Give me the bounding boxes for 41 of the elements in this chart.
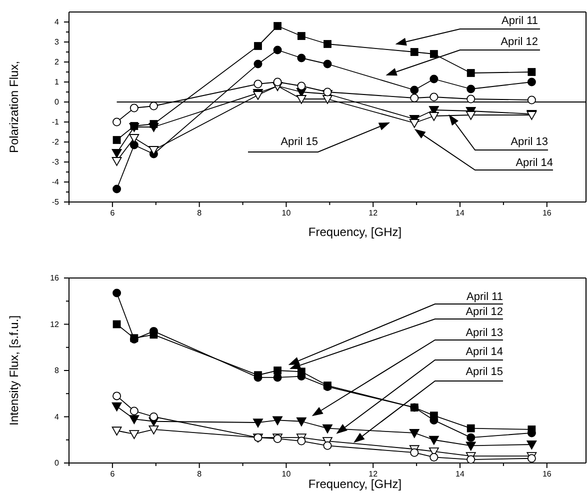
text: April 15 <box>466 366 503 378</box>
x-axis-title: Frequency, [GHz] <box>308 477 402 491</box>
x-axis-title: Frequency, [GHz] <box>308 225 402 239</box>
y-axis-title: Intensity Flux, [s.f.u.] <box>7 315 21 426</box>
x-tick-label: 16 <box>542 208 552 218</box>
x-tick-label: 6 <box>110 470 116 479</box>
y-tick-label: -4 <box>52 178 60 187</box>
text: April 12 <box>466 306 503 318</box>
text: April 12 <box>500 36 538 48</box>
x-tick-label: 16 <box>542 470 552 479</box>
text: April 13 <box>466 327 503 339</box>
x-tick-label: 8 <box>197 470 202 479</box>
y-tick-label: -5 <box>52 198 60 207</box>
y-tick-label: 0 <box>54 98 60 107</box>
y-axis-title: Polarization Flux, <box>7 60 21 154</box>
y-tick-label: 12 <box>50 320 60 329</box>
text: April 14 <box>466 346 503 358</box>
y-tick-label: 4 <box>54 412 60 422</box>
x-tick-label: 14 <box>456 208 466 218</box>
x-tick-label: 12 <box>368 208 378 218</box>
y-tick-label: 3 <box>54 38 60 47</box>
x-tick-label: 10 <box>282 208 292 218</box>
x-tick-label: 14 <box>456 470 466 479</box>
y-tick-label: -2 <box>52 138 60 147</box>
y-tick-label: 2 <box>54 58 60 67</box>
text: April 13 <box>510 136 548 148</box>
y-tick-label: -3 <box>52 158 60 167</box>
x-tick-label: 6 <box>110 208 116 218</box>
text: April 15 <box>280 136 318 148</box>
y-tick-label: 16 <box>50 274 60 283</box>
x-tick-label: 8 <box>197 208 202 218</box>
x-tick-label: 10 <box>282 470 292 479</box>
x-tick-label: 12 <box>368 470 378 479</box>
y-tick-label: 4 <box>54 18 60 27</box>
text: April 14 <box>516 157 553 169</box>
text: April 11 <box>466 291 503 303</box>
y-tick-label: 1 <box>54 78 60 87</box>
y-tick-label: -1 <box>52 118 60 127</box>
text: April 11 <box>502 15 538 27</box>
y-tick-label: 8 <box>54 366 60 376</box>
y-tick-label: 0 <box>54 458 60 468</box>
